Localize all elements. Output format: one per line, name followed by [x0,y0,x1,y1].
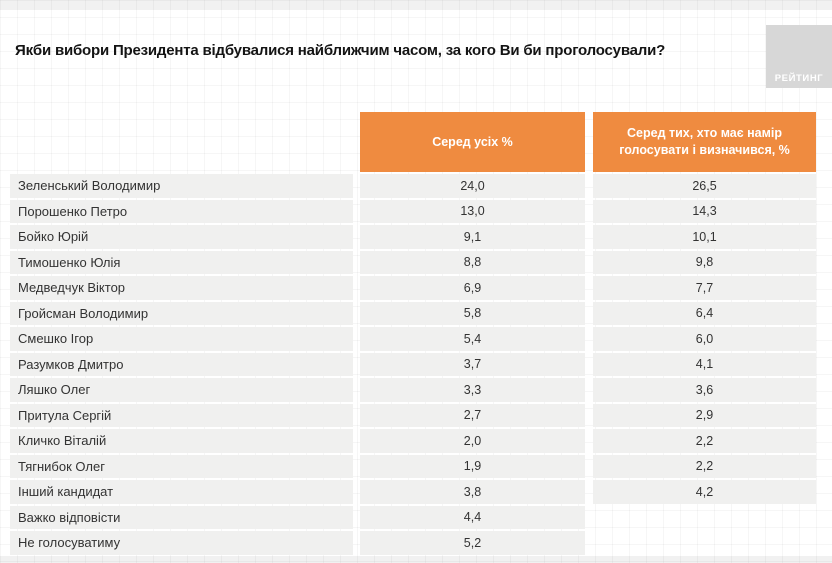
value-among-decided: 26,5 [593,174,816,198]
table-row: Тимошенко Юлія 8,8 9,8 [10,250,816,274]
value-among-all: 5,8 [360,301,585,325]
rating-group-logo: РЕЙТИНГ [766,25,832,88]
value-among-all: 3,8 [360,480,585,504]
value-among-all: 8,8 [360,250,585,274]
value-among-all: 4,4 [360,505,585,529]
value-among-decided: 7,7 [593,276,816,300]
bottom-edge-strip [0,556,832,563]
value-among-decided: 4,2 [593,480,816,504]
table-row: Порошенко Петро 13,0 14,3 [10,199,816,223]
table-row: Не голосуватиму 5,2 [10,531,816,555]
rating-logo-text: РЕЙТИНГ [774,73,824,84]
candidate-name: Разумков Дмитро [10,352,353,376]
value-among-all: 3,7 [360,352,585,376]
table-row: Бойко Юрій 9,1 10,1 [10,225,816,249]
candidate-name: Тимошенко Юлія [10,250,353,274]
value-among-all: 2,0 [360,429,585,453]
column-header-among-decided: Серед тих, хто має намір голосувати і ви… [593,112,816,172]
value-among-decided: 2,2 [593,454,816,478]
value-among-decided: 4,1 [593,352,816,376]
table-row: Тягнибок Олег 1,9 2,2 [10,454,816,478]
value-among-all: 5,4 [360,327,585,351]
header-spacer [10,112,353,172]
candidate-name: Тягнибок Олег [10,454,353,478]
table-row: Ляшко Олег 3,3 3,6 [10,378,816,402]
value-among-decided: 2,2 [593,429,816,453]
candidate-name: Смешко Ігор [10,327,353,351]
page-title: Якби вибори Президента відбувалися найбл… [15,42,666,59]
table-row: Медведчук Віктор 6,9 7,7 [10,276,816,300]
candidate-name: Гройсман Володимир [10,301,353,325]
candidate-name: Бойко Юрій [10,225,353,249]
candidate-name: Порошенко Петро [10,199,353,223]
value-among-decided: 3,6 [593,378,816,402]
value-among-decided: 9,8 [593,250,816,274]
value-among-all: 1,9 [360,454,585,478]
value-among-all: 6,9 [360,276,585,300]
value-among-all: 13,0 [360,199,585,223]
column-header-among-all: Серед усіх % [360,112,585,172]
table-row: Смешко Ігор 5,4 6,0 [10,327,816,351]
table-row: Зеленський Володимир 24,0 26,5 [10,174,816,198]
table-header-row: Серед усіх % Серед тих, хто має намір го… [10,112,816,172]
poll-results-table: Серед усіх % Серед тих, хто має намір го… [10,112,816,557]
value-among-decided: 6,4 [593,301,816,325]
table-row: Важко відповісти 4,4 [10,505,816,530]
value-among-all: 5,2 [360,531,585,555]
table-row: Інший кандидат 3,8 4,2 [10,480,816,504]
value-among-decided: 14,3 [593,199,816,223]
value-among-all: 2,7 [360,403,585,427]
candidate-name: Зеленський Володимир [10,174,353,198]
value-among-all: 3,3 [360,378,585,402]
table-rows: Зеленський Володимир 24,0 26,5 Порошенко… [10,174,816,555]
candidate-name: Ляшко Олег [10,378,353,402]
top-edge-strip [0,0,832,10]
value-among-decided: 6,0 [593,327,816,351]
value-among-decided: 10,1 [593,225,816,249]
table-row: Гройсман Володимир 5,8 6,4 [10,301,816,325]
value-among-all: 9,1 [360,225,585,249]
candidate-name: Інший кандидат [10,480,353,504]
candidate-name: Важко відповісти [10,505,353,529]
candidate-name: Не голосуватиму [10,531,353,555]
candidate-name: Медведчук Віктор [10,276,353,300]
candidate-name: Притула Сергій [10,403,353,427]
table-row: Притула Сергій 2,7 2,9 [10,403,816,427]
candidate-name: Кличко Віталій [10,429,353,453]
value-among-decided: 2,9 [593,403,816,427]
value-among-all: 24,0 [360,174,585,198]
value-among-decided [593,531,816,555]
value-among-decided [593,506,816,530]
table-row: Кличко Віталій 2,0 2,2 [10,429,816,453]
table-row: Разумков Дмитро 3,7 4,1 [10,352,816,376]
